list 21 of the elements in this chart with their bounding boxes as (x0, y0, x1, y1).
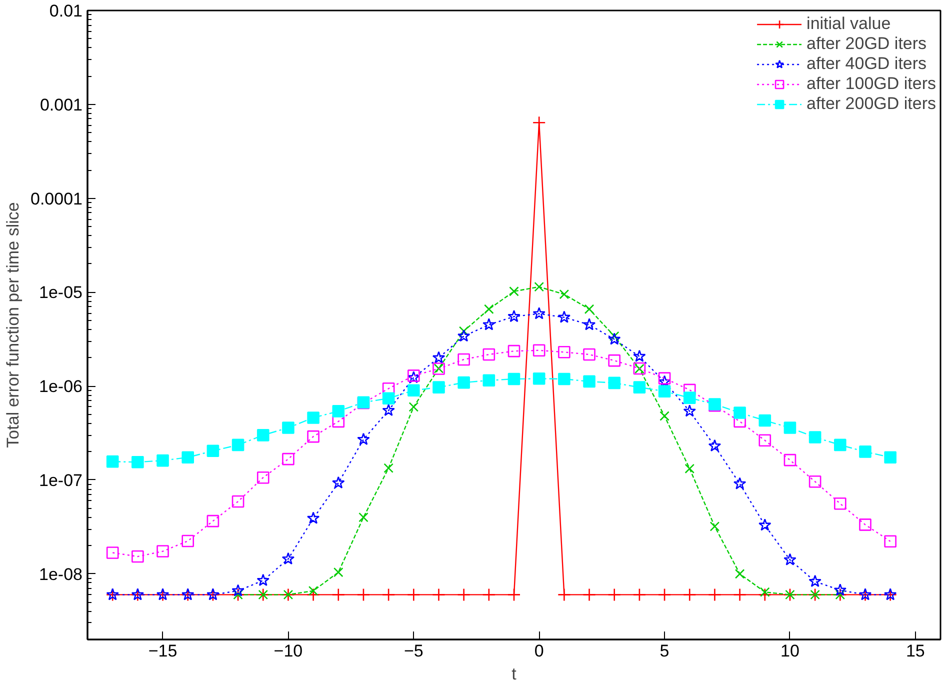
legend-label: after 20GD iters (806, 34, 927, 54)
y-tick-label: 0.01 (49, 2, 83, 20)
x-tick-label: 5 (660, 642, 670, 660)
x-tick-label: −5 (404, 642, 424, 660)
x-axis-title: t (512, 664, 517, 684)
x-tick-label: 15 (906, 642, 925, 660)
x-tick-label: 0 (534, 642, 544, 660)
y-axis-title: Total error function per time slice (4, 202, 23, 448)
legend-label: initial value (806, 14, 891, 34)
legend-label: after 200GD iters (806, 94, 936, 114)
legend-label: after 100GD iters (806, 74, 936, 94)
x-tick-label: −10 (274, 642, 303, 660)
y-tick-label: 1e-06 (39, 377, 83, 396)
y-tick-label: 0.001 (40, 95, 83, 114)
x-tick-label: 10 (780, 642, 800, 660)
x-tick-label: −15 (148, 642, 178, 660)
y-tick-label: 0.0001 (30, 189, 83, 208)
y-tick-label: 1e-08 (39, 564, 83, 584)
legend-label: after 40GD iters (806, 54, 927, 74)
y-tick-label: 1e-07 (39, 470, 83, 490)
y-tick-label: 1e-05 (39, 283, 83, 302)
